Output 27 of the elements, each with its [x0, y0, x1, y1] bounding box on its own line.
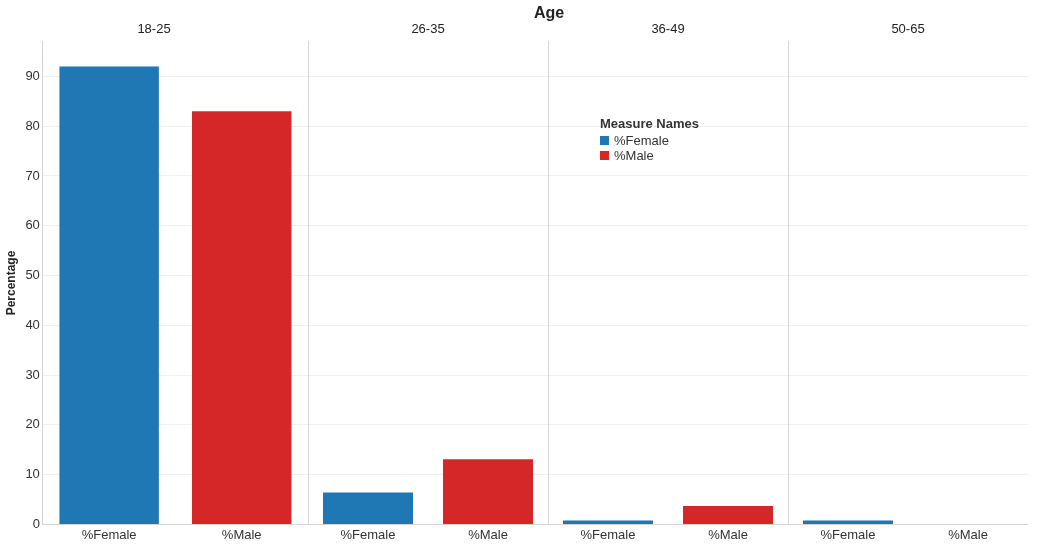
chart-title: 50-65: [891, 21, 925, 37]
y-axis-title: Percentage: [3, 250, 18, 316]
legend-label: %Female: [614, 133, 669, 148]
y-tick-label: 50: [25, 267, 40, 283]
y-tick-label: 0: [32, 515, 40, 531]
y-tick-label: 10: [25, 466, 40, 482]
x-tick-label: %Male: [948, 526, 988, 542]
x-tick-label: %Male: [221, 526, 262, 542]
x-tick-label: %Female: [580, 526, 636, 542]
text: Age: [533, 4, 565, 21]
chart-title: 36-49: [651, 21, 685, 37]
legend-title: Measure Names: [600, 116, 699, 131]
y-tick-label: 40: [25, 316, 40, 332]
y-tick-label: 90: [25, 68, 40, 84]
x-tick-label: %Female: [340, 526, 396, 542]
x-tick-label: %Male: [708, 526, 748, 542]
x-tick-label: %Male: [468, 526, 508, 542]
chart-title: 26-35: [411, 21, 445, 37]
y-tick-label: 30: [25, 366, 40, 382]
x-tick-label: %Female: [81, 526, 137, 542]
legend-label: %Male: [614, 148, 654, 163]
y-tick-label: 60: [25, 217, 40, 233]
y-tick-label: 80: [25, 117, 40, 133]
y-tick-label: 70: [25, 167, 40, 183]
y-tick-label: 20: [25, 416, 40, 432]
x-tick-label: %Female: [820, 526, 876, 542]
chart-title: 18-25: [137, 21, 171, 37]
